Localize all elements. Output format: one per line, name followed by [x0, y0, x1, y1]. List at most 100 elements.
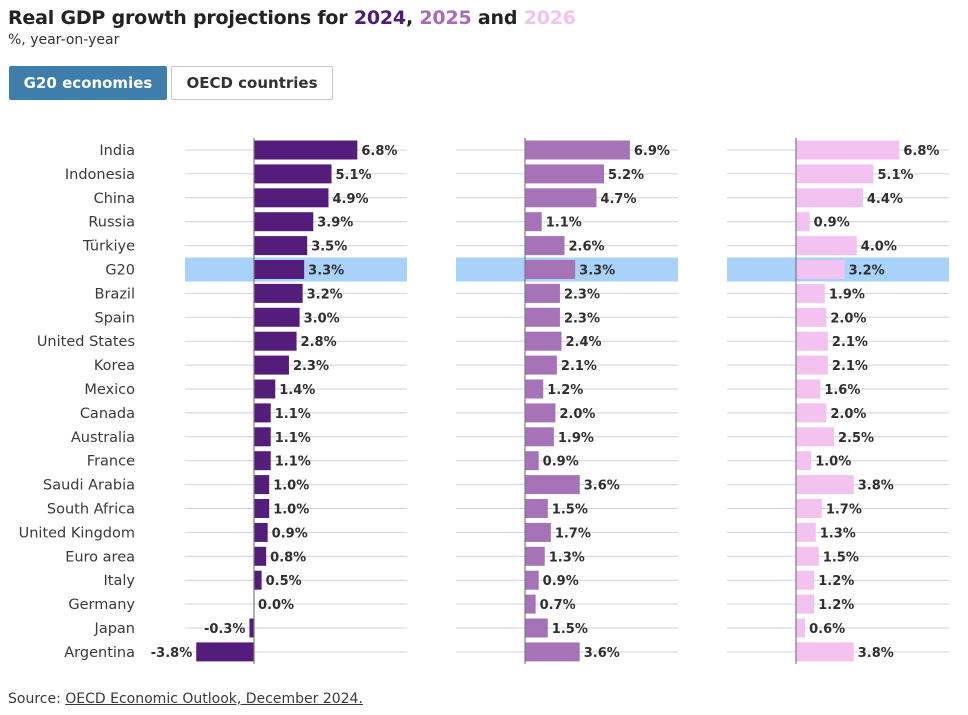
value-label: 0.9% [543, 574, 579, 589]
value-label: 4.0% [861, 240, 897, 255]
value-label: 0.6% [809, 622, 845, 637]
bar-2026-indonesia [796, 164, 874, 184]
bar-2026-south-africa [796, 499, 822, 518]
value-label: 3.3% [579, 264, 615, 279]
bar-2024-japan [249, 618, 254, 638]
bar-2024-saudi-arabia [254, 475, 270, 495]
value-label: 1.5% [552, 622, 588, 637]
value-label: 3.2% [307, 287, 343, 302]
value-label: 2.0% [559, 407, 595, 422]
bar-2026-india [796, 140, 900, 160]
bar-2025-canada [525, 403, 556, 423]
bar-2024-euro-area [254, 546, 267, 566]
value-label: 6.8% [903, 144, 939, 159]
value-label: 1.1% [275, 431, 311, 446]
value-label: 1.9% [829, 287, 865, 302]
bar-2026-united-states [796, 331, 828, 351]
bar-2026-russia [796, 212, 810, 232]
value-label: 1.0% [273, 503, 309, 518]
bar-2025-france [525, 451, 539, 471]
title-year-2024: 2024 [353, 7, 406, 29]
bar-2025-italy [525, 570, 539, 590]
value-label: 3.2% [849, 264, 885, 279]
value-label: 1.0% [273, 479, 309, 494]
bar-2026-brazil [796, 283, 825, 303]
bar-2025-indonesia [525, 164, 605, 184]
bar-2024-brazil [254, 283, 303, 303]
value-label: 2.1% [832, 335, 868, 350]
value-label: 0.0% [258, 598, 294, 613]
source-link[interactable]: OECD Economic Outlook, December 2024. [65, 691, 363, 707]
bar-2026-germany [796, 594, 815, 614]
bar-2024-united-kingdom [254, 522, 268, 542]
bar-2026-united-kingdom [796, 522, 816, 542]
bar-2025-russia [525, 212, 542, 232]
chart-title: Real GDP growth projections for 2024, 20… [8, 7, 576, 29]
category-label: Italy [104, 573, 136, 589]
bar-2025-t-rkiye [525, 236, 565, 256]
value-label: 3.9% [317, 216, 353, 231]
value-label: -0.3% [204, 622, 245, 637]
category-label: United States [37, 334, 135, 350]
value-label: 1.2% [818, 598, 854, 613]
value-label: 3.6% [584, 479, 620, 494]
bar-2025-united-states [525, 331, 562, 351]
value-label: 3.6% [584, 646, 620, 661]
value-label: 3.5% [311, 240, 347, 255]
value-label: 6.8% [361, 144, 397, 159]
title-separator-2: and [471, 7, 524, 29]
value-label: 1.7% [826, 503, 862, 518]
value-label: 2.3% [564, 311, 600, 326]
source-prefix: Source: [8, 691, 66, 707]
category-label: Korea [94, 358, 135, 374]
value-label: 1.3% [549, 550, 585, 565]
tab-g20-economies[interactable]: G20 economies [9, 66, 167, 100]
value-label: 6.9% [634, 144, 670, 159]
bar-2026-spain [796, 307, 827, 327]
category-label: Russia [88, 215, 135, 231]
bar-2024-india [254, 140, 358, 160]
tab-oecd-countries[interactable]: OECD countries [171, 66, 333, 100]
bar-2024-australia [254, 427, 271, 447]
value-label: 5.1% [336, 168, 372, 183]
value-label: 1.4% [279, 383, 315, 398]
bar-2026-japan [796, 618, 806, 638]
bar-2024-russia [254, 212, 314, 232]
value-label: 1.5% [552, 503, 588, 518]
bar-2024-korea [254, 355, 289, 375]
title-year-2025: 2025 [419, 7, 472, 29]
bar-2026-korea [796, 355, 828, 375]
value-label: 1.5% [823, 550, 859, 565]
value-label: 0.8% [270, 550, 306, 565]
value-label: 3.8% [858, 646, 894, 661]
value-label: 4.4% [867, 192, 903, 207]
value-label: 3.8% [858, 479, 894, 494]
category-label: South Africa [47, 502, 135, 518]
category-label: Mexico [84, 382, 135, 398]
value-label: 2.1% [832, 359, 868, 374]
value-label: 0.9% [543, 455, 579, 470]
bar-2025-mexico [525, 379, 544, 399]
value-label: 1.3% [820, 526, 856, 541]
category-label: Brazil [95, 286, 135, 302]
bar-2025-united-kingdom [525, 522, 551, 542]
title-separator-1: , [405, 7, 420, 29]
bar-2024-indonesia [254, 164, 332, 184]
bar-2025-argentina [525, 642, 580, 662]
title-year-2026: 2026 [523, 7, 576, 29]
value-label: 1.6% [824, 383, 860, 398]
bar-2024-italy [254, 570, 262, 590]
category-label: Indonesia [65, 167, 135, 183]
value-label: 1.0% [815, 455, 851, 470]
bar-2026-china [796, 188, 863, 208]
category-label: Germany [68, 597, 135, 613]
category-label: Canada [80, 406, 135, 422]
value-label: 4.9% [332, 192, 368, 207]
bar-2025-south-africa [525, 499, 548, 518]
bar-2025-china [525, 188, 597, 208]
value-label: 1.7% [555, 526, 591, 541]
bar-2026-france [796, 451, 812, 471]
value-label: 5.2% [608, 168, 644, 183]
value-label: 2.3% [564, 287, 600, 302]
bar-2024-south-africa [254, 499, 270, 518]
